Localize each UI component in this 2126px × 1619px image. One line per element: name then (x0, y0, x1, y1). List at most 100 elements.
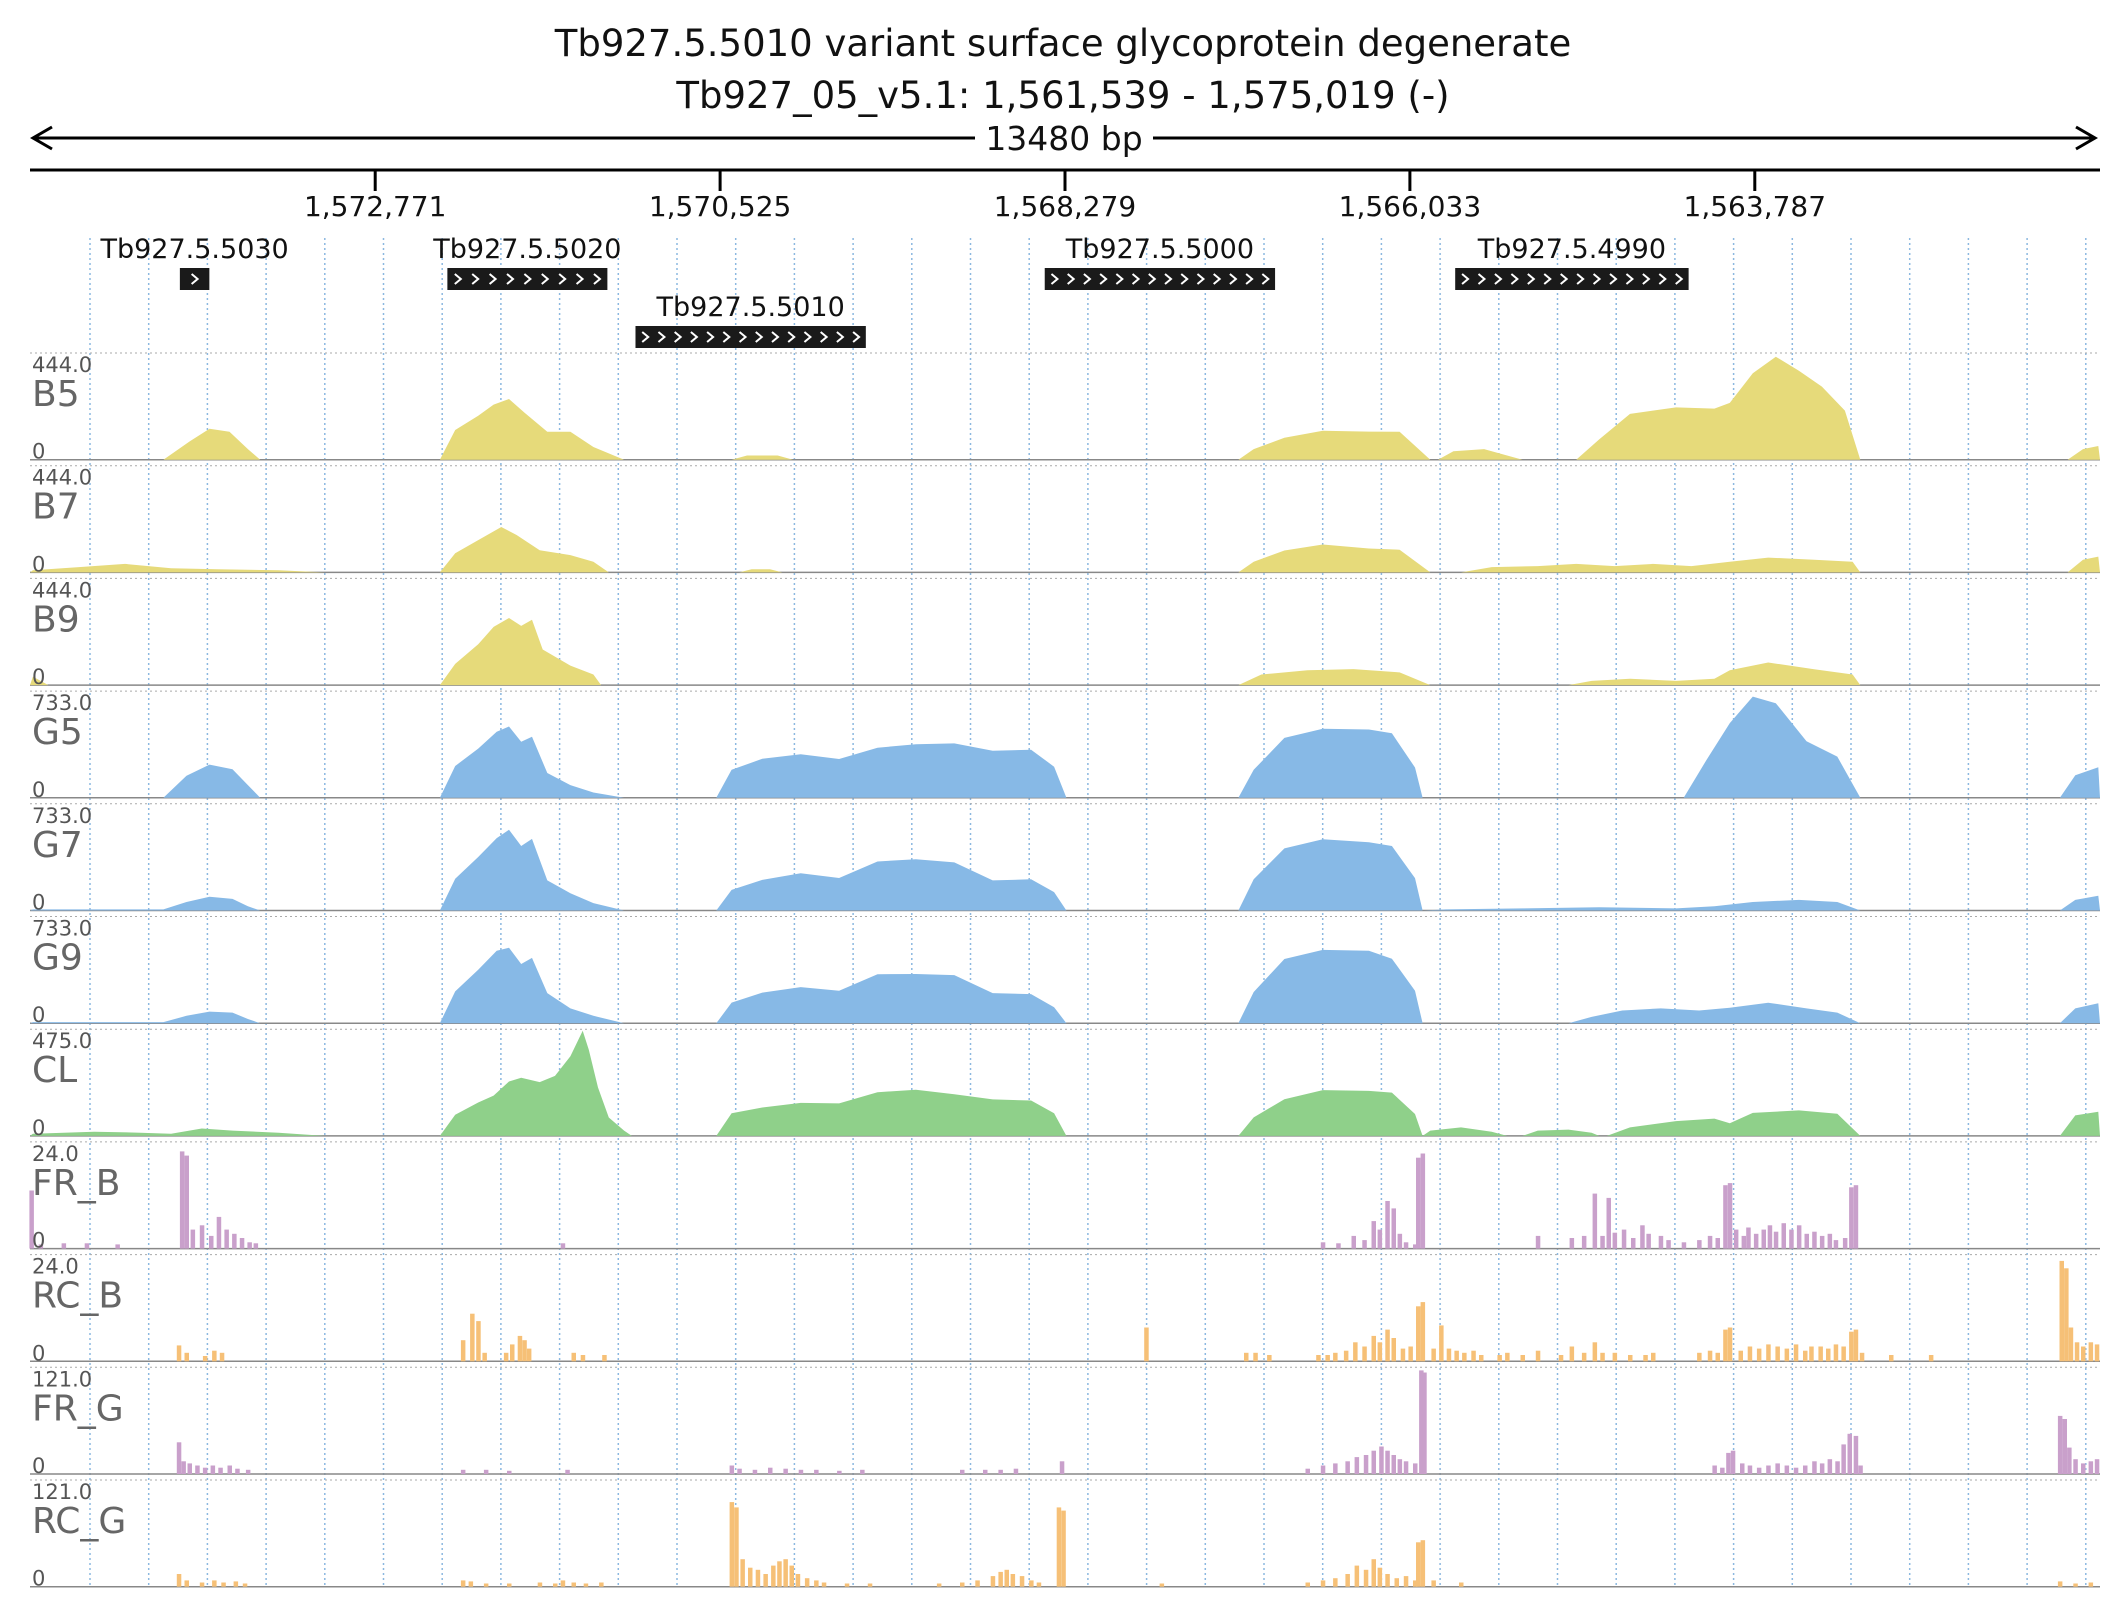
coverage-bar (199, 1225, 205, 1249)
coverage-bar (1397, 1233, 1403, 1249)
strand-arrow-icon (1067, 273, 1076, 285)
coverage-bar (1747, 1346, 1753, 1362)
coverage-bar (247, 1242, 252, 1249)
coverage-bar (814, 1469, 819, 1474)
coverage-bar (1784, 1348, 1790, 1362)
track-name-label: RC_B (32, 1276, 123, 1317)
coverage-bar (245, 1469, 251, 1474)
coverage-bar (1600, 1235, 1605, 1249)
coverage-bar (1416, 1306, 1421, 1362)
coverage-bar (209, 1235, 214, 1249)
strand-arrow-icon (1527, 273, 1536, 285)
coverage-bar (1697, 1240, 1702, 1249)
track-max-label: 444.0 (32, 353, 92, 377)
coverage-bar (1244, 1352, 1249, 1362)
coverage-bar (1842, 1238, 1848, 1249)
coverage-bar (1305, 1582, 1310, 1587)
coverage-bar (1320, 1242, 1326, 1249)
coverage-bar (470, 1313, 475, 1362)
coverage-bar (483, 1469, 489, 1474)
strand-arrow-icon (541, 273, 550, 285)
coverage-bar (483, 1583, 489, 1587)
strand-arrow-icon (488, 273, 498, 285)
track-fr-b: 24.0FR_B 0 (29, 1141, 2100, 1253)
coverage-bar (1646, 1233, 1651, 1249)
coverage-bar (1723, 1329, 1728, 1362)
coverage-bar (184, 1352, 189, 1362)
coverage-bar (1651, 1352, 1656, 1362)
track-max-label: 733.0 (32, 804, 92, 828)
coverage-bar (783, 1468, 788, 1474)
coverage-bar (990, 1576, 996, 1587)
coverage-bar (1804, 1233, 1809, 1249)
track-min-label: 0 (32, 665, 45, 689)
coverage-bar (1853, 1185, 1859, 1249)
coverage-bar (202, 1356, 208, 1362)
strand-arrow-icon (1164, 273, 1173, 285)
coverage-bar (1753, 1233, 1759, 1249)
coverage-bar (202, 1467, 208, 1474)
strand-arrow-icon (506, 273, 515, 285)
coverage-bar (1333, 1578, 1338, 1587)
coverage-bar (1345, 1461, 1350, 1474)
coverage-bar (1371, 1450, 1376, 1474)
strand-arrow-icon (820, 331, 829, 343)
coverage-bar (1403, 1461, 1409, 1474)
coverage-bar (1631, 1238, 1636, 1249)
strand-arrow-icon (690, 331, 699, 343)
coverage-bar (960, 1582, 965, 1587)
coverage-bar (1928, 1355, 1934, 1362)
coverage-bar (783, 1559, 788, 1587)
strand-arrow-icon (657, 331, 667, 343)
coverage-bar (1416, 1542, 1421, 1587)
x-tick-label: 1,566,033 (1339, 190, 1482, 223)
gene-feature (179, 268, 210, 290)
strand-arrow-icon (593, 273, 602, 285)
strand-arrow-icon (1131, 273, 1141, 285)
coverage-bar (1658, 1235, 1664, 1249)
coverage-bar (1858, 1465, 1863, 1474)
gene-label: Tb927.5.5020 (432, 234, 621, 265)
gene-feature (1455, 268, 1689, 290)
coverage-bar (212, 1350, 217, 1362)
coverage-bar (1413, 1244, 1418, 1249)
coverage-bar (253, 1243, 259, 1249)
coverage-area (30, 947, 2100, 1024)
coverage-bar (1431, 1580, 1436, 1587)
coverage-bar (837, 1470, 842, 1474)
coverage-bar (1036, 1582, 1042, 1587)
coverage-bar (1767, 1225, 1773, 1249)
coverage-bar (844, 1583, 850, 1587)
coverage-bar (571, 1352, 576, 1362)
coverage-bar (1715, 1238, 1720, 1249)
coverage-bar (1459, 1582, 1464, 1587)
track-min-label: 0 (32, 552, 45, 576)
coverage-bar (1336, 1243, 1341, 1249)
coverage-bar (1377, 1229, 1383, 1249)
coverage-bar (2057, 1415, 2063, 1474)
x-tick-label: 1,568,279 (994, 190, 1137, 223)
track-b5: 444.0B5 0 (30, 352, 2100, 464)
span-arrow-right-icon (2075, 125, 2098, 151)
coverage-bar (1666, 1240, 1671, 1249)
coverage-bar (1267, 1355, 1272, 1362)
coverage-bar (1775, 1346, 1780, 1362)
coverage-bar (1505, 1352, 1510, 1362)
coverage-bar (1621, 1229, 1627, 1249)
coverage-bar (1029, 1580, 1034, 1587)
coverage-bar (460, 1580, 466, 1587)
gene-label: Tb927.5.5030 (100, 234, 289, 265)
coverage-bar (1305, 1468, 1310, 1474)
coverage-bar (571, 1582, 576, 1587)
track-g7: 733.0G7 0 (30, 803, 2100, 915)
coverage-bar (2073, 1459, 2078, 1474)
coverage-bar (1400, 1348, 1406, 1362)
coverage-bar (2064, 1268, 2069, 1362)
coverage-bar (1628, 1355, 1633, 1362)
coverage-bar (798, 1469, 804, 1474)
coverage-bar (1640, 1225, 1645, 1249)
coverage-bar (1697, 1352, 1702, 1362)
strand-arrow-icon (1050, 273, 1060, 285)
strand-arrow-icon (1213, 273, 1222, 285)
gene-label: Tb927.5.5000 (1065, 234, 1254, 265)
